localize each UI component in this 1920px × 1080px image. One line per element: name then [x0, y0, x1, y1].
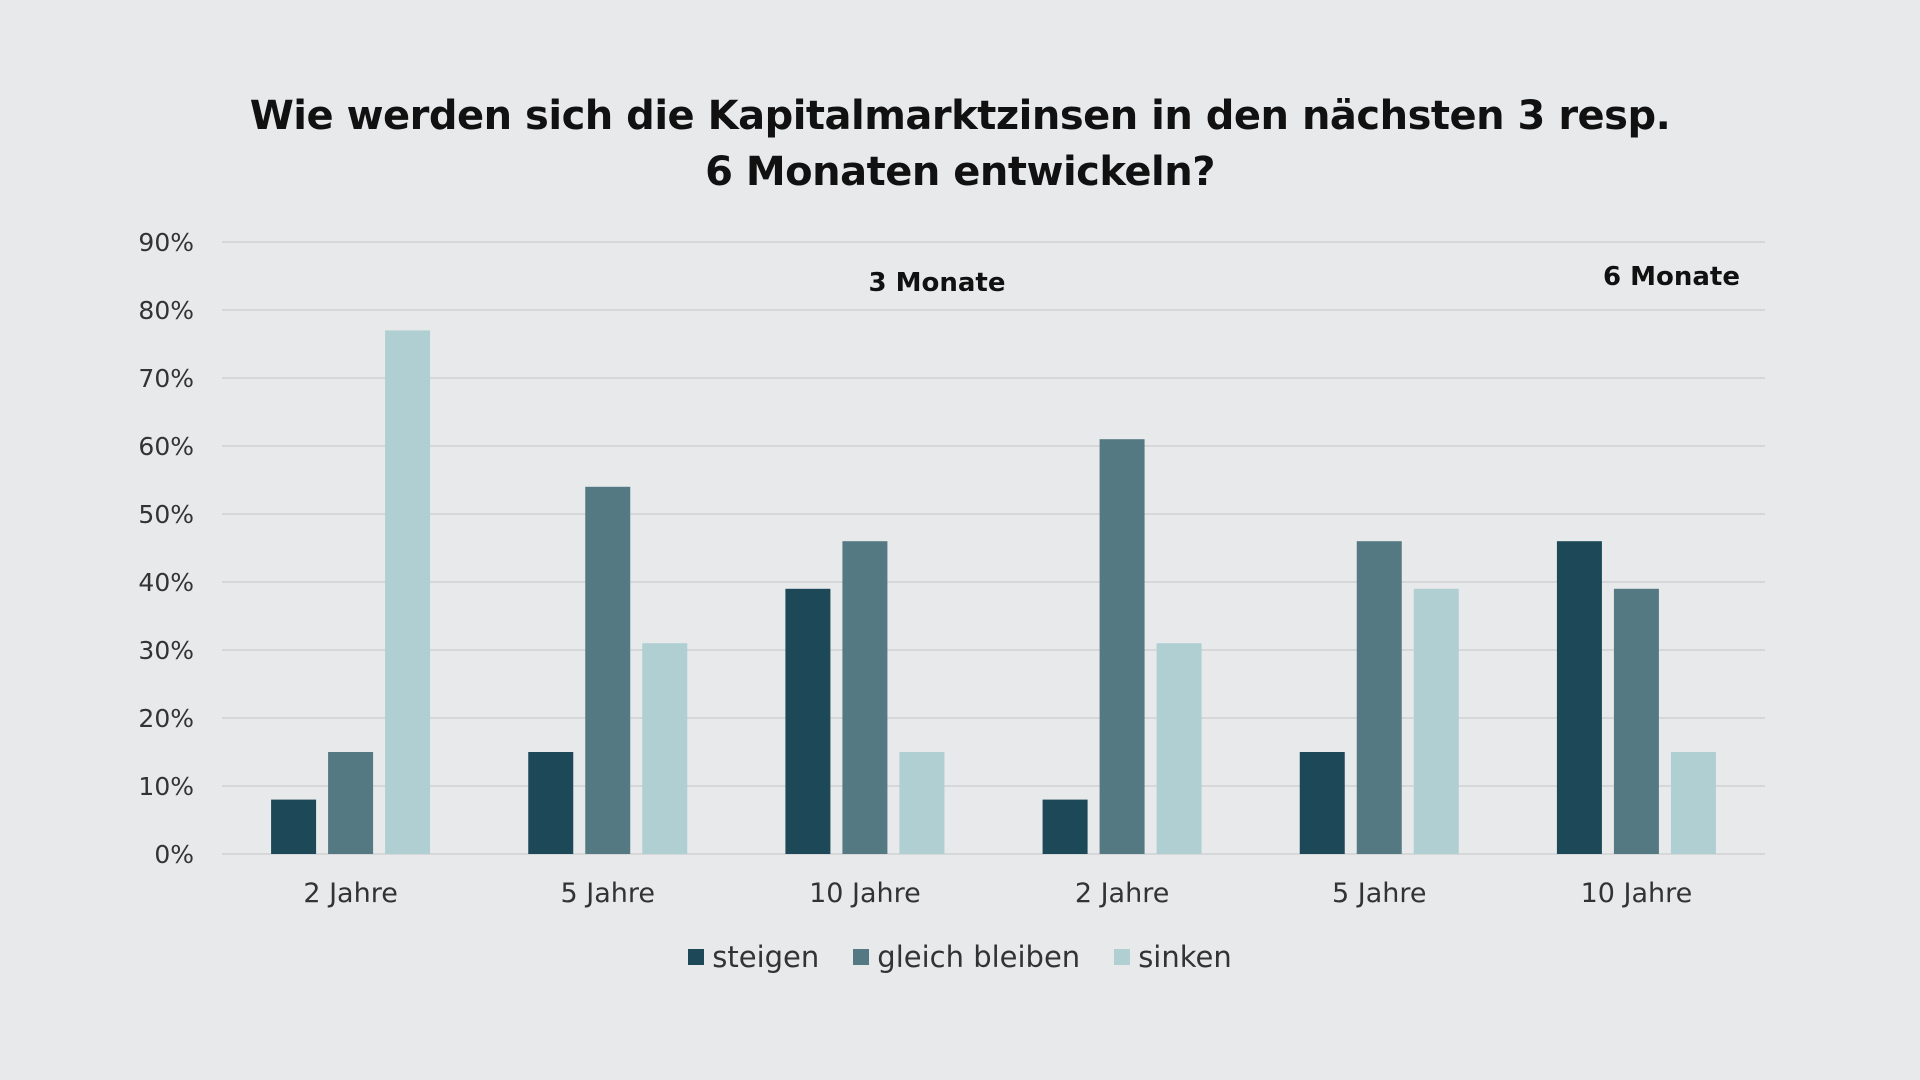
legend-swatch-steigen	[688, 949, 705, 965]
bar-sinken-1	[642, 643, 688, 854]
bar-sinken-2	[899, 752, 945, 854]
legend: steigen gleich bleiben sinken	[0, 940, 1920, 974]
y-tick-label: 60%	[138, 432, 194, 461]
bar-gleich-bleiben-1	[585, 486, 631, 854]
bar-gleich-bleiben-3	[1099, 439, 1145, 854]
bar-sinken-4	[1413, 588, 1459, 854]
chart-title: Wie werden sich die Kapitalmarktzinsen i…	[0, 88, 1920, 200]
bar-gleich-bleiben-0	[328, 752, 374, 854]
bar-gleich-bleiben-5	[1613, 588, 1659, 854]
x-tick-label: 10 Jahre	[1581, 878, 1693, 909]
bars	[271, 330, 1716, 854]
x-tick-label: 10 Jahre	[809, 878, 921, 909]
bar-gleich-bleiben-2	[842, 541, 888, 854]
legend-label-steigen: steigen	[712, 940, 820, 974]
legend-label-sinken: sinken	[1138, 940, 1232, 974]
bar-steigen-1	[528, 752, 574, 854]
legend-swatch-gleich-bleiben	[853, 949, 870, 965]
chart-title-line-1: Wie werden sich die Kapitalmarktzinsen i…	[249, 93, 1671, 139]
chart-title-line-2: 6 Monaten entwickeln?	[705, 149, 1215, 195]
y-tick-label: 80%	[138, 296, 194, 325]
bar-sinken-5	[1670, 752, 1716, 854]
y-tick-label: 0%	[154, 840, 194, 869]
y-tick-label: 50%	[138, 500, 194, 529]
x-tick-label: 2 Jahre	[1075, 878, 1170, 909]
y-tick-label: 30%	[138, 636, 194, 665]
bar-steigen-5	[1556, 541, 1602, 854]
legend-item-sinken: sinken	[1114, 940, 1232, 974]
x-tick-label: 2 Jahre	[303, 878, 398, 909]
y-tick-label: 40%	[138, 568, 194, 597]
bar-steigen-3	[1042, 799, 1088, 854]
bar-sinken-0	[385, 330, 431, 854]
y-tick-label: 70%	[138, 364, 194, 393]
legend-item-steigen: steigen	[688, 940, 819, 974]
x-tick-label: 5 Jahre	[561, 878, 656, 909]
y-tick-label: 10%	[138, 772, 194, 801]
x-axis-tick-labels: 2 Jahre 5 Jahre 10 Jahre 2 Jahre 5 Jahre 10 J…	[303, 878, 1692, 909]
y-tick-label: 20%	[138, 704, 194, 733]
annotation-6-monate: 6 Monate	[1603, 262, 1740, 292]
y-tick-label: 90%	[138, 228, 194, 257]
legend-label-gleich-bleiben: gleich bleiben	[877, 940, 1081, 974]
gridlines	[222, 241, 1765, 855]
bar-sinken-3	[1156, 643, 1202, 854]
y-axis-tick-labels: 0% 10% 20% 30% 40% 50% 60% 70% 80% 90%	[138, 228, 194, 869]
x-tick-label: 5 Jahre	[1332, 878, 1427, 909]
legend-swatch-sinken	[1114, 949, 1131, 965]
bar-steigen-4	[1299, 752, 1345, 854]
bar-steigen-2	[785, 588, 831, 854]
legend-item-gleich-bleiben: gleich bleiben	[853, 940, 1080, 974]
bar-steigen-0	[271, 799, 317, 854]
annotation-3-monate: 3 Monate	[869, 268, 1006, 298]
bar-gleich-bleiben-4	[1356, 541, 1402, 854]
